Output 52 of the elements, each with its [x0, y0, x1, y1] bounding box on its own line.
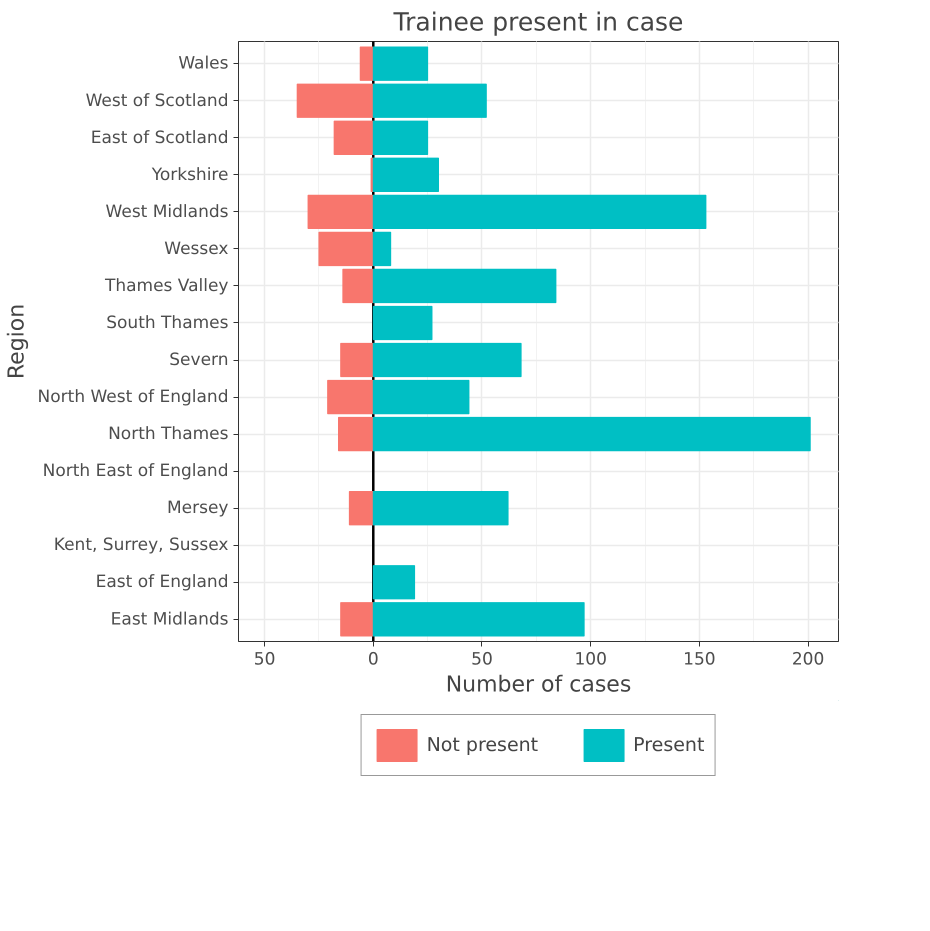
bar [340, 342, 374, 378]
x-tick-label: 150 [683, 650, 716, 670]
y-axis-title: Region [4, 304, 30, 380]
y-tick-label: South Thames [106, 312, 229, 333]
y-tick-label: North Thames [108, 424, 229, 444]
chart-title: Trainee present in case [392, 8, 684, 36]
bar [372, 380, 470, 414]
x-axis-title: Number of cases [446, 672, 632, 698]
bar [372, 46, 428, 81]
y-tick-label: Thames Valley [104, 276, 229, 296]
y-tick-label: East of Scotland [90, 128, 229, 148]
y-tick-label: Severn [169, 350, 228, 370]
x-tick-label: 200 [792, 650, 824, 670]
bar [327, 380, 374, 414]
bar [340, 602, 374, 636]
x-tick-label: 50 [254, 650, 276, 670]
bar [296, 84, 374, 118]
y-tick-label: West Midlands [106, 202, 229, 222]
y-tick-label: Wales [178, 54, 229, 74]
bar [372, 491, 509, 526]
bar [372, 158, 439, 192]
bar [338, 416, 374, 452]
y-tick-label: Yorkshire [150, 164, 229, 185]
bar [318, 232, 374, 266]
x-tick-label: 50 [471, 650, 493, 670]
y-tick-label: East of England [96, 572, 229, 592]
bar [372, 268, 556, 304]
y-tick-label: North West of England [38, 387, 228, 408]
bar [342, 268, 374, 304]
legend-label: Present [633, 734, 704, 756]
bar [348, 491, 374, 526]
bar [372, 84, 487, 118]
y-tick-label: Wessex [164, 238, 229, 259]
x-tick-label: 0 [368, 650, 379, 670]
bar [372, 416, 811, 452]
bar [372, 120, 428, 155]
bar [372, 565, 416, 600]
y-tick-label: Kent, Surrey, Sussex [54, 535, 229, 556]
bar [372, 306, 432, 340]
y-tick-label: North East of England [42, 461, 229, 482]
y-tick-label: East Midlands [110, 609, 229, 630]
x-tick-label: 100 [574, 650, 607, 670]
bar [372, 602, 585, 636]
y-tick-label: West of Scotland [86, 90, 229, 111]
y-tick-label: Mersey [167, 498, 229, 518]
bar [334, 120, 374, 155]
legend-label: Not present [426, 734, 538, 756]
bar [308, 194, 374, 230]
bar [372, 342, 522, 378]
bar [372, 194, 706, 230]
bar [372, 232, 392, 266]
bar [360, 46, 374, 81]
